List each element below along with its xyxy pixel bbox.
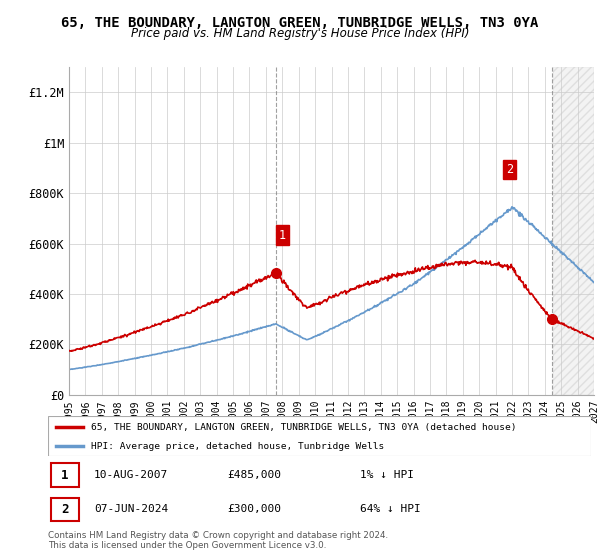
Text: £300,000: £300,000 [227,505,281,515]
Text: £485,000: £485,000 [227,470,281,480]
Text: Price paid vs. HM Land Registry's House Price Index (HPI): Price paid vs. HM Land Registry's House … [131,27,469,40]
FancyBboxPatch shape [48,416,591,456]
Text: 1: 1 [279,228,286,241]
FancyBboxPatch shape [51,463,79,487]
FancyBboxPatch shape [51,497,79,521]
Text: 1: 1 [61,469,68,482]
Text: 1% ↓ HPI: 1% ↓ HPI [360,470,414,480]
Text: 07-JUN-2024: 07-JUN-2024 [94,505,169,515]
Text: 2: 2 [506,163,513,176]
Text: Contains HM Land Registry data © Crown copyright and database right 2024.
This d: Contains HM Land Registry data © Crown c… [48,531,388,550]
Text: 65, THE BOUNDARY, LANGTON GREEN, TUNBRIDGE WELLS, TN3 0YA (detached house): 65, THE BOUNDARY, LANGTON GREEN, TUNBRID… [91,423,517,432]
Text: HPI: Average price, detached house, Tunbridge Wells: HPI: Average price, detached house, Tunb… [91,442,385,451]
Text: 64% ↓ HPI: 64% ↓ HPI [360,505,421,515]
Text: 10-AUG-2007: 10-AUG-2007 [94,470,169,480]
Text: 65, THE BOUNDARY, LANGTON GREEN, TUNBRIDGE WELLS, TN3 0YA: 65, THE BOUNDARY, LANGTON GREEN, TUNBRID… [61,16,539,30]
Text: 2: 2 [61,503,68,516]
